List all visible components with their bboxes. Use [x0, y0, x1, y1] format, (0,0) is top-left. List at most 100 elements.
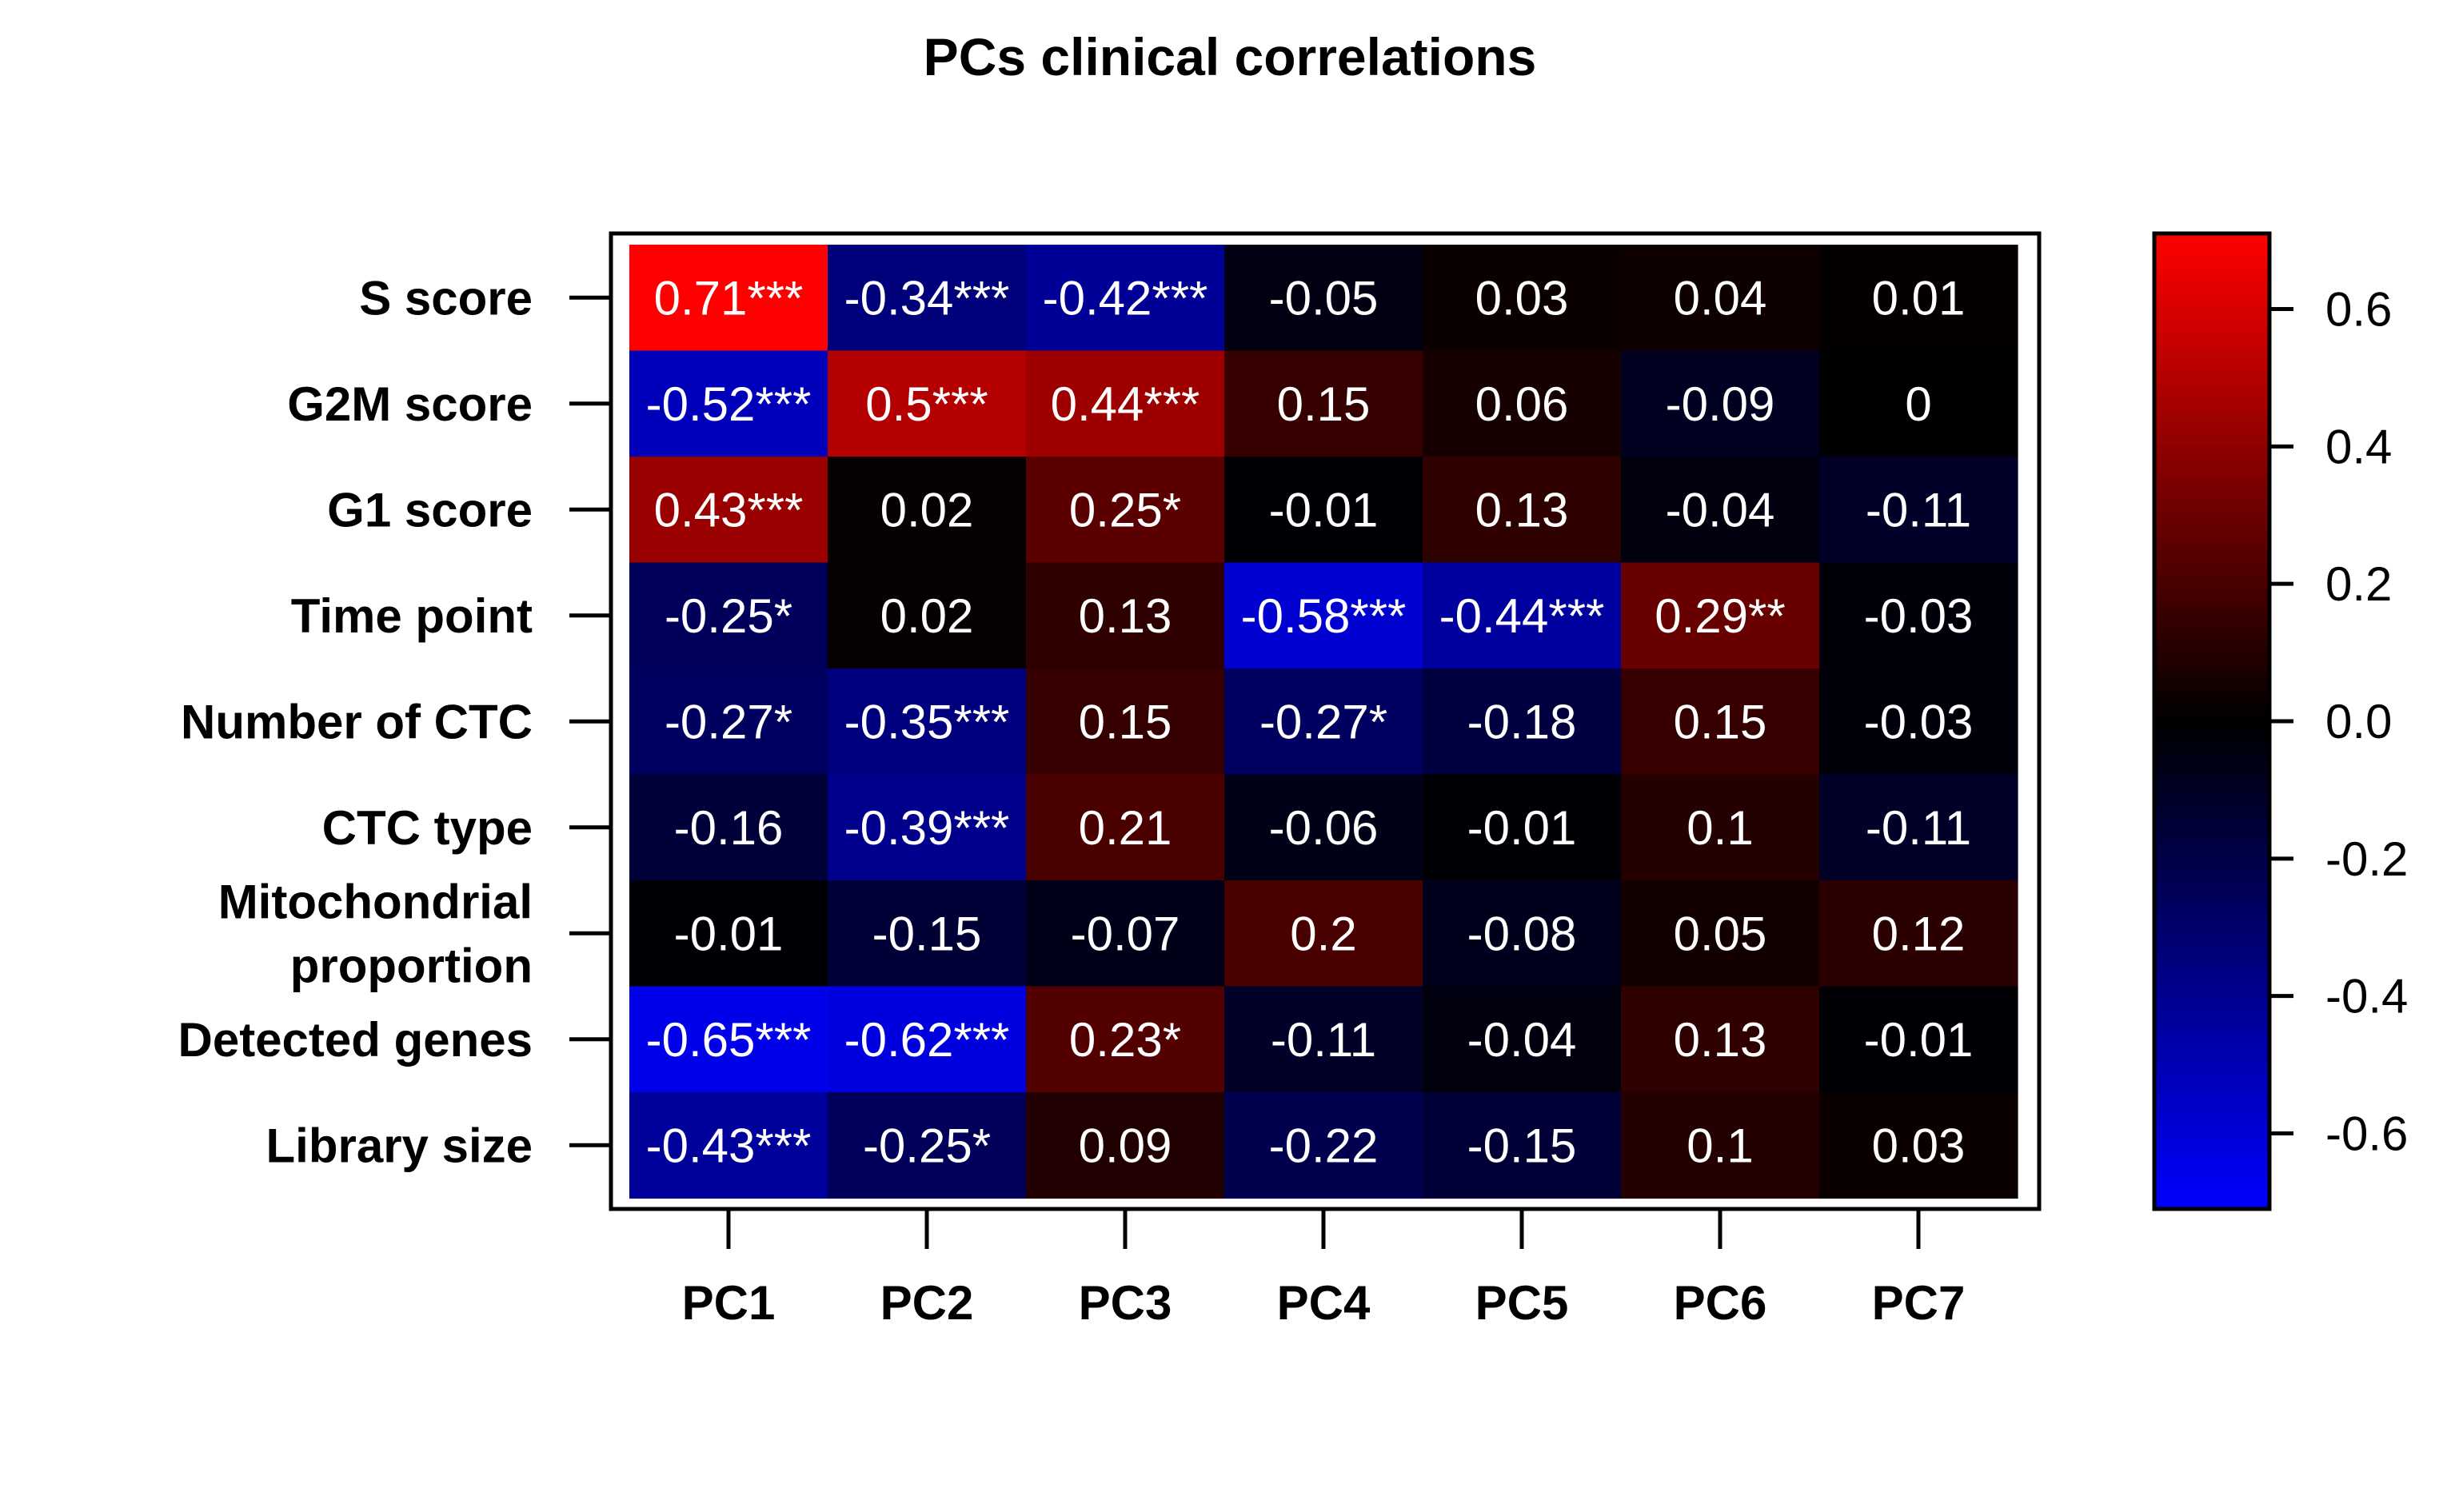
color-scale-segment — [2154, 721, 2269, 730]
color-scale-segment — [2154, 1143, 2269, 1153]
color-scale-segment — [2154, 429, 2269, 437]
cell-value-label: -0.07 — [1071, 907, 1180, 960]
cell-value-label: -0.04 — [1666, 483, 1775, 537]
color-scale-segment — [2154, 380, 2269, 389]
color-scale-segment — [2154, 314, 2269, 324]
cell-value-label: -0.65*** — [646, 1013, 812, 1067]
cell-value-label: 0.12 — [1872, 907, 1966, 960]
color-scale-segment — [2154, 566, 2269, 576]
color-scale-segment — [2154, 1014, 2269, 1023]
heatmap-cell — [1026, 1092, 1225, 1199]
cell-value-label: 0.2 — [1290, 907, 1356, 960]
heatmap-cell — [1026, 562, 1225, 669]
heatmap-cell — [1621, 350, 1820, 457]
color-scale-segment — [2154, 420, 2269, 429]
color-scale-segment — [2154, 526, 2269, 535]
color-scale-segment — [2154, 981, 2269, 991]
heatmap-cell — [1621, 880, 1820, 987]
cell-value-label: 0.21 — [1079, 801, 1172, 855]
color-scale-segment — [2154, 558, 2269, 568]
color-scale-segment — [2154, 1119, 2269, 1129]
color-scale-segment — [2154, 298, 2269, 308]
color-scale-segment — [2154, 965, 2269, 974]
cell-value-label: -0.09 — [1666, 377, 1775, 431]
cell-value-label: 0.71*** — [654, 271, 804, 325]
heatmap-cell — [1026, 245, 1225, 352]
color-scale-segment — [2154, 517, 2269, 527]
heatmap-cell — [1819, 668, 2018, 776]
color-scale-segment — [2154, 1038, 2269, 1047]
color-scale-segment — [2154, 290, 2269, 300]
cell-value-label: -0.03 — [1864, 589, 1974, 643]
cell-value-label: 0.03 — [1872, 1119, 1966, 1172]
cell-value-label: -0.25* — [665, 589, 792, 643]
heatmap-cell — [1621, 562, 1820, 669]
color-scale-segment — [2154, 761, 2269, 771]
color-scale-segment — [2154, 607, 2269, 616]
color-scale-segment — [2154, 534, 2269, 544]
heatmap-cell — [1026, 457, 1225, 564]
color-scale-segment — [2154, 892, 2269, 901]
heatmap-cell — [1423, 986, 1622, 1093]
color-scale-segment — [2154, 745, 2269, 755]
heatmap-cell — [1621, 774, 1820, 881]
color-scale-segment — [2154, 241, 2269, 251]
heatmap-cell — [1224, 986, 1423, 1093]
heatmap-cell — [828, 774, 1027, 881]
row-label: CTC type — [322, 801, 533, 855]
heatmap-cell — [828, 668, 1027, 776]
heatmap-cell — [1224, 562, 1423, 669]
heatmap-cell — [1423, 245, 1622, 352]
cell-value-label: 0.05 — [1674, 907, 1767, 960]
color-scale-tick-label: 0.6 — [2325, 283, 2392, 337]
color-scale-segment — [2154, 331, 2269, 340]
heatmap-cell — [1819, 457, 2018, 564]
column-label: PC2 — [880, 1276, 974, 1330]
heatmap-cell — [1423, 350, 1622, 457]
cell-value-label: 0.13 — [1079, 589, 1172, 643]
color-scale-segment — [2154, 591, 2269, 600]
cell-value-label: -0.16 — [674, 801, 784, 855]
heatmap-cell — [1819, 986, 2018, 1093]
cell-value-label: -0.25* — [863, 1119, 991, 1172]
color-scale-segment — [2154, 437, 2269, 446]
cell-value-label: -0.34*** — [844, 271, 1010, 325]
heatmap-cell — [828, 457, 1027, 564]
color-scale-segment — [2154, 786, 2269, 796]
row-label: G1 score — [327, 483, 533, 537]
color-scale-segment — [2154, 664, 2269, 673]
color-scale-segment — [2154, 542, 2269, 552]
color-scale-segment — [2154, 956, 2269, 966]
cell-value-label: 0.1 — [1687, 801, 1753, 855]
heatmap-cell — [1819, 774, 2018, 881]
color-scale-segment — [2154, 729, 2269, 739]
color-scale-segment — [2154, 794, 2269, 804]
column-label: PC6 — [1674, 1276, 1767, 1330]
cell-value-label: -0.27* — [1259, 695, 1387, 748]
cell-value-label: 0.04 — [1674, 271, 1767, 325]
heatmap-cell — [1819, 350, 2018, 457]
cell-value-label: 0.15 — [1079, 695, 1172, 748]
column-label: PC4 — [1277, 1276, 1371, 1330]
color-scale-segment — [2154, 1192, 2269, 1202]
column-label: PC1 — [682, 1276, 776, 1330]
color-scale-segment — [2154, 778, 2269, 788]
color-scale-segment — [2154, 493, 2269, 503]
color-scale-segment — [2154, 1103, 2269, 1112]
heatmap-cell — [1621, 245, 1820, 352]
cell-value-label: 0.1 — [1687, 1119, 1753, 1172]
color-scale-segment — [2154, 461, 2269, 470]
color-scale-segment — [2154, 737, 2269, 747]
color-scale-segment — [2154, 924, 2269, 934]
row-labels: S score G2M score G1 score Time point Number… — [178, 271, 611, 1172]
color-scale-segment — [2154, 940, 2269, 950]
color-scale-segment — [2154, 648, 2269, 657]
cell-value-label: -0.15 — [1467, 1119, 1577, 1172]
color-scale-segment — [2154, 859, 2269, 868]
cell-value-label: -0.11 — [1866, 483, 1971, 537]
column-label: PC3 — [1079, 1276, 1172, 1330]
color-scale-segment — [2154, 680, 2269, 690]
color-scale-segment — [2154, 388, 2269, 397]
heatmap-cell — [1224, 245, 1423, 352]
color-scale-segment — [2154, 1030, 2269, 1039]
